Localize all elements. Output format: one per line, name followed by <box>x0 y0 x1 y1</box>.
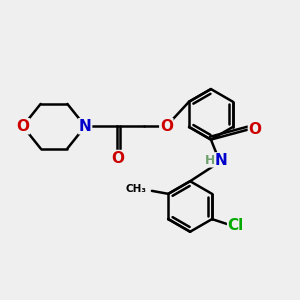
Text: Cl: Cl <box>228 218 244 233</box>
Text: N: N <box>215 153 228 168</box>
Text: O: O <box>111 151 124 166</box>
Text: O: O <box>16 119 29 134</box>
Text: H: H <box>205 154 215 167</box>
Text: O: O <box>248 122 261 137</box>
Text: N: N <box>79 119 92 134</box>
Text: CH₃: CH₃ <box>125 184 146 194</box>
Text: O: O <box>160 119 173 134</box>
